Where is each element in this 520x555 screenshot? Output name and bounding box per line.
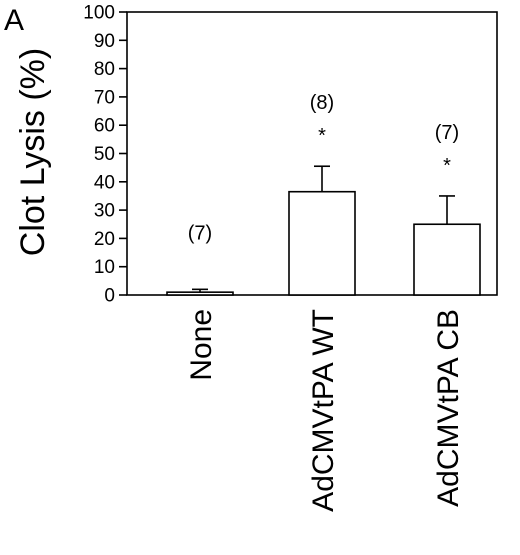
plot-area: 0 10 20 30 40 50 60 70 80 90 100 (7) None (8) * AdCMVtP…: [83, 3, 498, 512]
y-tick-label: 70: [94, 87, 115, 108]
y-tick-label: 10: [94, 257, 115, 278]
y-tick-label: 30: [94, 201, 115, 222]
y-tick-label: 90: [94, 31, 115, 52]
x-category-label: None: [185, 309, 218, 381]
bar: [166, 291, 234, 296]
bar: [413, 223, 481, 296]
y-tick-label: 60: [94, 116, 115, 137]
sample-size-label: (7): [435, 122, 459, 144]
y-tick-label: 100: [83, 3, 115, 24]
significance-marker: *: [318, 125, 326, 147]
sample-size-label: (7): [188, 222, 212, 244]
significance-marker: *: [443, 155, 451, 177]
y-tick-label: 20: [94, 229, 115, 250]
y-tick-label: 0: [104, 286, 115, 307]
bar: [288, 190, 356, 296]
x-category-label: AdCMVtPA WT: [307, 309, 340, 512]
panel-label: A: [4, 4, 24, 37]
y-tick-label: 50: [94, 144, 115, 165]
sample-size-label: (8): [310, 92, 334, 114]
y-tick-label: 80: [94, 59, 115, 80]
y-tick-label: 40: [94, 172, 115, 193]
y-axis-label: Clot Lysis (%): [14, 48, 52, 256]
x-category-label: AdCMVtPA CB: [432, 309, 465, 507]
